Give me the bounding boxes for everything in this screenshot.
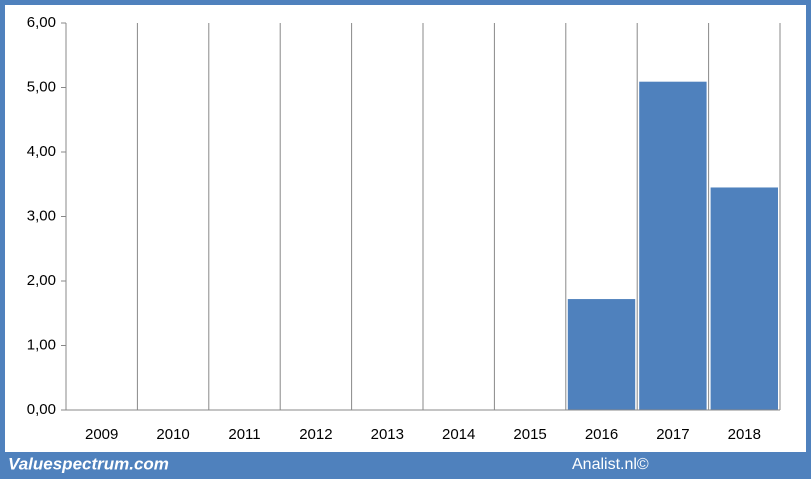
x-tick-label: 2014 xyxy=(442,426,475,443)
footer-left: Valuespectrum.com xyxy=(8,454,169,473)
y-tick-label: 0,00 xyxy=(27,401,56,418)
bar xyxy=(710,187,778,410)
y-tick-label: 2,00 xyxy=(27,272,56,289)
bar xyxy=(567,299,636,410)
y-tick-label: 6,00 xyxy=(27,14,56,31)
y-tick-label: 5,00 xyxy=(27,78,56,95)
x-tick-label: 2016 xyxy=(585,426,618,443)
x-tick-label: 2013 xyxy=(371,426,404,443)
bar xyxy=(639,81,707,410)
x-tick-label: 2011 xyxy=(228,426,260,443)
footer-right: Analist.nl© xyxy=(572,456,649,473)
y-tick-label: 3,00 xyxy=(27,207,56,224)
x-tick-label: 2012 xyxy=(299,426,332,443)
y-tick-label: 1,00 xyxy=(27,336,56,353)
x-tick-label: 2015 xyxy=(513,426,546,443)
x-tick-label: 2017 xyxy=(656,426,689,443)
y-tick-label: 4,00 xyxy=(27,143,56,160)
x-tick-label: 2009 xyxy=(85,426,118,443)
x-tick-label: 2010 xyxy=(156,426,189,443)
x-tick-label: 2018 xyxy=(728,426,761,443)
